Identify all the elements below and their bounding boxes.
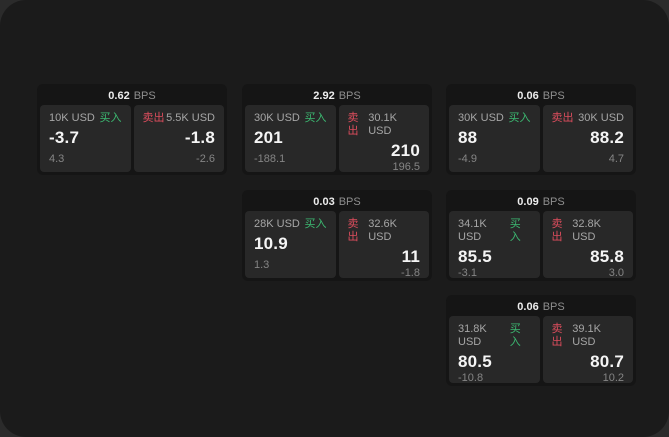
buy-tile[interactable]: 34.1K USD 买入 85.5 -3.1 <box>449 211 540 279</box>
quote-card: 2.92 BPS 30K USD 买入 201 -188.1 卖出 30.1K … <box>242 84 432 175</box>
buy-change: -188.1 <box>254 153 286 165</box>
buy-tile[interactable]: 10K USD 买入 -3.7 4.3 <box>40 105 131 172</box>
buy-tile[interactable]: 30K USD 买入 88 -4.9 <box>449 105 540 172</box>
sell-tile[interactable]: 卖出 30K USD 88.2 4.7 <box>542 105 633 172</box>
spread-header: 0.09 BPS <box>449 193 633 211</box>
spread-header: 0.62 BPS <box>40 87 224 105</box>
sell-label: 卖出 <box>551 218 563 243</box>
buy-label: 买入 <box>304 112 327 124</box>
buy-change: 4.3 <box>49 153 65 165</box>
sell-size: 30K USD <box>578 112 624 124</box>
buy-size: 28K USD <box>254 218 300 230</box>
buy-change: -3.1 <box>458 267 477 279</box>
buy-change: 1.3 <box>254 259 270 271</box>
sell-tile[interactable]: 卖出 30.1K USD 210 196.5 <box>338 105 429 173</box>
sell-size: 30.1K USD <box>368 112 397 137</box>
sell-label: 卖出 <box>347 218 359 243</box>
sell-change: 4.7 <box>608 153 624 165</box>
spread-header: 0.06 BPS <box>449 298 633 316</box>
sell-label: 卖出 <box>551 323 563 348</box>
sell-label: 卖出 <box>347 112 359 137</box>
spread-value: 0.06 <box>517 90 539 102</box>
sell-price: 11 <box>401 247 420 266</box>
spread-value: 0.06 <box>517 301 539 313</box>
sell-size: 32.8K USD <box>572 218 601 243</box>
spread-unit: BPS <box>338 90 361 102</box>
buy-price: -3.7 <box>49 128 80 147</box>
sell-price: 88.2 <box>590 128 624 147</box>
buy-price: 88 <box>458 128 478 147</box>
sell-price: 85.8 <box>590 247 624 266</box>
sell-label: 卖出 <box>142 112 165 124</box>
buy-price: 85.5 <box>458 247 492 266</box>
quote-card: 0.06 BPS 30K USD 买入 88 -4.9 卖出 30K USD 8… <box>446 84 636 175</box>
sell-change: -1.8 <box>401 267 420 279</box>
spread-unit: BPS <box>338 196 361 208</box>
spread-value: 0.03 <box>313 196 335 208</box>
buy-label: 买入 <box>508 112 531 124</box>
sell-size: 5.5K USD <box>166 112 215 124</box>
buy-change: -4.9 <box>458 153 477 165</box>
sell-price: -1.8 <box>184 128 215 147</box>
spread-value: 0.62 <box>108 90 130 102</box>
sell-tile[interactable]: 卖出 5.5K USD -1.8 -2.6 <box>133 105 224 172</box>
buy-tile[interactable]: 30K USD 买入 201 -188.1 <box>245 105 336 172</box>
quote-card: 0.03 BPS 28K USD 买入 10.9 1.3 卖出 32.6K US… <box>242 190 432 281</box>
spread-unit: BPS <box>542 196 565 208</box>
spread-unit: BPS <box>542 90 565 102</box>
buy-size: 30K USD <box>458 112 504 124</box>
spread-unit: BPS <box>542 301 565 313</box>
buy-label: 买入 <box>304 218 327 230</box>
spread-header: 0.06 BPS <box>449 87 633 105</box>
buy-price: 10.9 <box>254 234 288 253</box>
quote-card: 0.09 BPS 34.1K USD 买入 85.5 -3.1 卖出 32.8K… <box>446 190 636 281</box>
sell-tile[interactable]: 卖出 32.6K USD 11 -1.8 <box>338 211 429 279</box>
buy-size: 34.1K USD <box>458 218 487 243</box>
buy-tile[interactable]: 28K USD 买入 10.9 1.3 <box>245 211 336 278</box>
buy-tile[interactable]: 31.8K USD 买入 80.5 -10.8 <box>449 316 540 384</box>
sell-tile[interactable]: 卖出 39.1K USD 80.7 10.2 <box>542 316 633 384</box>
spread-header: 2.92 BPS <box>245 87 429 105</box>
buy-label: 买入 <box>509 218 521 243</box>
sell-size: 32.6K USD <box>368 218 397 243</box>
buy-size: 31.8K USD <box>458 323 487 348</box>
buy-price: 80.5 <box>458 352 492 371</box>
spread-value: 2.92 <box>313 90 335 102</box>
buy-price: 201 <box>254 128 283 147</box>
spread-header: 0.03 BPS <box>245 193 429 211</box>
buy-label: 买入 <box>509 323 521 348</box>
quote-card: 0.62 BPS 10K USD 买入 -3.7 4.3 卖出 5.5K USD… <box>37 84 227 175</box>
sell-change: -2.6 <box>196 153 215 165</box>
sell-size: 39.1K USD <box>572 323 601 348</box>
sell-label: 卖出 <box>551 112 574 124</box>
sell-change: 3.0 <box>608 267 624 279</box>
sell-tile[interactable]: 卖出 32.8K USD 85.8 3.0 <box>542 211 633 279</box>
buy-change: -10.8 <box>458 372 484 384</box>
buy-size: 10K USD <box>49 112 95 124</box>
buy-size: 30K USD <box>254 112 300 124</box>
sell-price: 210 <box>391 141 420 160</box>
buy-label: 买入 <box>99 112 122 124</box>
quote-card: 0.06 BPS 31.8K USD 买入 80.5 -10.8 卖出 39.1… <box>446 295 636 386</box>
sell-change: 10.2 <box>602 372 624 384</box>
spread-value: 0.09 <box>517 196 539 208</box>
sell-change: 196.5 <box>392 161 420 173</box>
spread-unit: BPS <box>133 90 156 102</box>
sell-price: 80.7 <box>590 352 624 371</box>
